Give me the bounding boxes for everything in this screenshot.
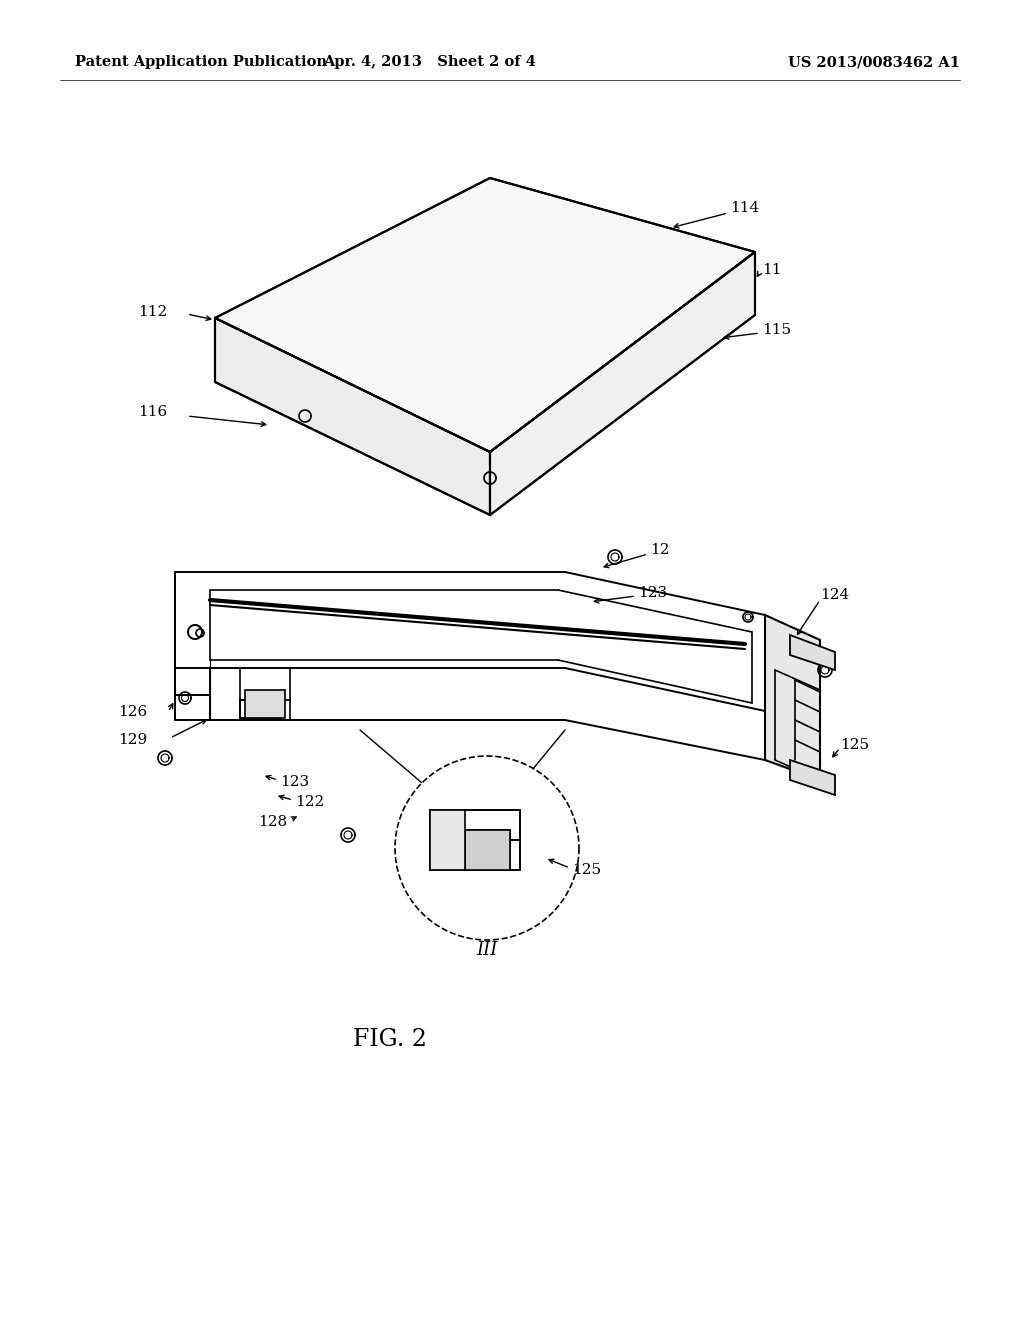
- Text: 126: 126: [118, 705, 147, 719]
- Text: 125: 125: [840, 738, 869, 752]
- Polygon shape: [245, 690, 285, 718]
- Text: 128: 128: [258, 814, 287, 829]
- Text: Patent Application Publication: Patent Application Publication: [75, 55, 327, 69]
- Text: 124: 124: [820, 587, 849, 602]
- Polygon shape: [790, 635, 835, 671]
- Polygon shape: [215, 318, 490, 515]
- Text: FIG. 2: FIG. 2: [353, 1028, 427, 1052]
- Text: 129: 129: [118, 733, 147, 747]
- Polygon shape: [765, 615, 820, 780]
- Text: III: III: [476, 941, 498, 960]
- Text: 114: 114: [730, 201, 759, 215]
- Text: US 2013/0083462 A1: US 2013/0083462 A1: [788, 55, 961, 69]
- Text: 125: 125: [572, 863, 601, 876]
- Polygon shape: [215, 178, 755, 451]
- Polygon shape: [430, 810, 465, 870]
- Text: 123: 123: [638, 586, 667, 601]
- Polygon shape: [790, 760, 835, 795]
- Text: 116: 116: [138, 405, 167, 418]
- Text: 115: 115: [762, 323, 792, 337]
- Text: 11: 11: [762, 263, 781, 277]
- Polygon shape: [490, 252, 755, 515]
- Text: 123: 123: [280, 775, 309, 789]
- Text: 112: 112: [138, 305, 167, 319]
- Polygon shape: [465, 830, 510, 870]
- Text: 12: 12: [650, 543, 670, 557]
- Text: Apr. 4, 2013   Sheet 2 of 4: Apr. 4, 2013 Sheet 2 of 4: [324, 55, 537, 69]
- Text: 122: 122: [295, 795, 325, 809]
